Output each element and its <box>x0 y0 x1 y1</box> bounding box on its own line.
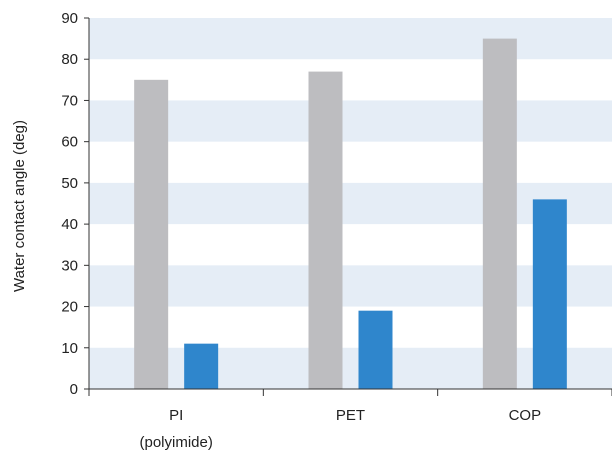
y-tick-label: 0 <box>70 381 78 398</box>
grid-band <box>89 18 612 60</box>
axes <box>84 17 612 396</box>
y-tick-label: 60 <box>61 134 78 151</box>
y-tick-label: 20 <box>61 299 78 316</box>
y-axis-label: Water contact angle (deg) <box>11 120 28 292</box>
grid-band <box>89 100 612 142</box>
bar-pet-series-2 <box>358 310 393 389</box>
x-tick-label: COP <box>509 407 542 424</box>
y-tick-label: 80 <box>61 51 78 68</box>
y-tick-label: 90 <box>61 10 78 27</box>
bar-cop-series-1 <box>482 38 517 389</box>
grid-bands <box>89 18 612 389</box>
grid-band <box>89 182 612 225</box>
y-tick-label: 70 <box>61 92 78 109</box>
bar-pi-series-1 <box>134 79 169 389</box>
bar-pet-series-1 <box>308 71 343 389</box>
x-tick-label: PI <box>169 407 183 424</box>
bar-cop-series-2 <box>532 199 567 389</box>
y-tick-label: 40 <box>61 216 78 233</box>
y-tick-label: 50 <box>61 175 78 192</box>
grid-band <box>89 347 612 389</box>
grid-band <box>89 265 612 307</box>
bars <box>134 38 567 389</box>
x-tick-sublabel: (polyimide) <box>139 434 212 451</box>
y-tick-label: 30 <box>61 257 78 274</box>
bar-pi-series-2 <box>184 343 219 389</box>
y-tick-label: 10 <box>61 340 78 357</box>
x-tick-label: PET <box>336 407 365 424</box>
x-tick-labels: PI (polyimide) PET COP <box>139 407 541 451</box>
y-tick-labels: 0 10 20 30 40 50 60 70 80 90 <box>61 10 78 398</box>
